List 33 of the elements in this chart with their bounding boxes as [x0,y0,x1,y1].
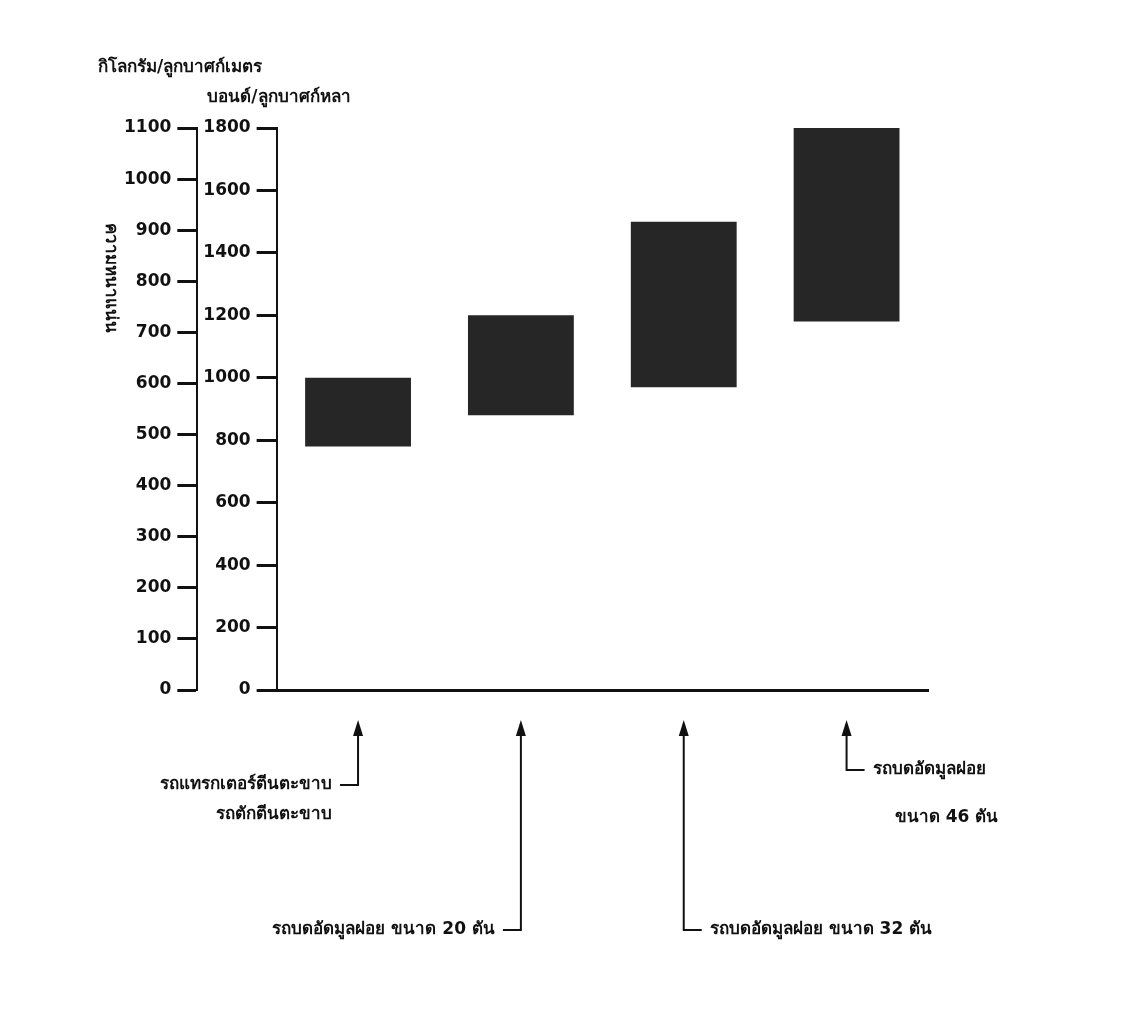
y-tick-label: 1800 [203,116,251,137]
text: ความหนาแน่น [101,223,122,333]
y2-tick-label: 700 [135,320,172,341]
y-tick-label: 1400 [203,241,251,262]
y2-tick-label: 800 [135,269,172,290]
y2-tick-label: 0 [159,678,172,699]
y-tick-label: 600 [215,491,251,512]
y-tick-label: 1200 [203,303,251,324]
y2-tick-label: 600 [135,371,172,392]
y2-tick-label: 500 [135,422,172,443]
text: รถบดอัดมูลฝอย ขนาด 32 ตัน [709,918,933,941]
y2-axis-title: กิโลกรัม/ลูกบาศก์เมตร [98,56,264,79]
y2-tick-label: 1000 [123,167,172,188]
bar [630,221,737,388]
y2-tick-label: 100 [135,627,172,648]
y-tick-label: 0 [238,678,251,699]
y2-tick-label: 400 [135,474,172,495]
text: รถแทรกเตอร์ตีนตะขาบ รถตักตีนตะขาบ [160,773,333,824]
y2-tick-label: 300 [135,525,172,546]
bar [793,128,900,322]
y2-tick-label: 1100 [123,116,172,137]
bar [305,377,411,447]
text: รถบดอัดมูลฝอย ขนาด 46 ตัน [872,758,999,827]
y-tick-label: 800 [215,428,251,449]
y-tick-label: 200 [215,615,251,636]
y2-tick-label: 200 [135,576,172,597]
text: รถบดอัดมูลฝอย ขนาด 20 ตัน [272,918,495,941]
y-tick-label: 400 [215,553,251,574]
y-tick-label: 1000 [203,366,251,387]
y-tick-label: 1600 [203,178,251,199]
bar [467,315,574,416]
y2-tick-label: 900 [135,218,172,239]
y-axis-title: บอนด์/ลูกบาศก์หลา [207,86,351,109]
